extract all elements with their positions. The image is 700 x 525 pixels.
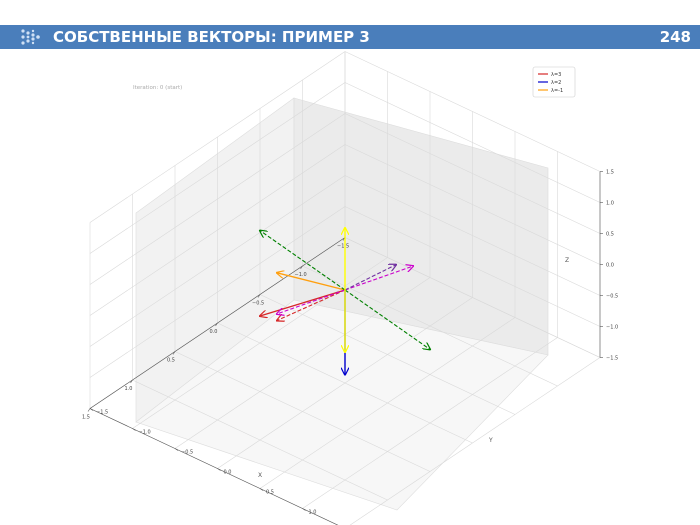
vector-arrow [344, 265, 396, 291]
x-tick [172, 351, 176, 355]
y-tick [217, 468, 221, 471]
vector-arrow [260, 231, 346, 291]
x-tick [130, 379, 133, 384]
z-axis-label: Z [565, 257, 569, 264]
vector-arrow [277, 273, 346, 291]
right-wall-grid-z [344, 82, 601, 203]
x-tick-label: 0.0 [210, 329, 218, 335]
vector-arrow [277, 289, 346, 321]
y-tick-label: 1.0 [309, 510, 317, 516]
y-tick-label: −0.5 [181, 450, 193, 456]
x-tick [215, 322, 218, 327]
floor-grid-y [349, 357, 601, 525]
y-tick [89, 408, 94, 411]
z-tick-label: −1.5 [606, 356, 618, 362]
z-tick-label: −1.0 [606, 325, 618, 331]
right-wall-grid-z [344, 51, 601, 172]
y-tick-label: −1.0 [139, 430, 151, 436]
legend-label: λ=3 [551, 72, 561, 78]
vector-arrow [277, 289, 346, 314]
x-tick-label: −0.5 [252, 301, 264, 307]
x-tick-label: −1.0 [295, 272, 307, 278]
vector-arrow [344, 266, 413, 291]
z-tick-label: 0.5 [606, 232, 614, 238]
slide-title: СОБСТВЕННЫЕ ВЕКТОРЫ: ПРИМЕР 3 [53, 28, 370, 46]
dots-chevron-icon [21, 29, 40, 45]
legend-label: λ=-1 [551, 88, 563, 94]
left-wall-grid-z [89, 51, 346, 223]
y-tick [259, 488, 264, 491]
y-tick-label: 0.0 [224, 470, 232, 476]
x-tick-label: 1.0 [125, 386, 133, 392]
y-tick-label: −1.5 [96, 410, 108, 416]
vectors [260, 228, 430, 375]
y-axis-label: Y [488, 437, 493, 444]
floor-grid-y [302, 337, 558, 509]
legend-label: λ=2 [551, 80, 561, 86]
left-wall-grid-z [89, 82, 346, 254]
x-tick-label: 0.5 [167, 358, 175, 364]
x-axis-label: X [258, 472, 262, 479]
x-tick [87, 408, 91, 412]
z-tick-label: 1.0 [606, 201, 614, 207]
z-tick-label: −0.5 [606, 294, 618, 300]
y-tick [174, 448, 179, 451]
slide-header: СОБСТВЕННЫЕ ВЕКТОРЫ: ПРИМЕР 3 248 [0, 25, 700, 49]
x-tick [300, 265, 303, 270]
x-tick-label: 1.5 [82, 415, 90, 421]
y-tick-label: 0.5 [266, 490, 274, 496]
axes: −1.5 −1.0 −0.5 0.0 0.5 1.0 1.5 −1.5 −1.0 −0.5 0.0 0… [82, 170, 618, 525]
z-tick-label: 0.0 [606, 263, 614, 269]
vector-arrow [260, 289, 346, 316]
y-tick [132, 428, 136, 431]
vector-arrow [344, 289, 430, 349]
z-tick-label: 1.5 [606, 170, 614, 176]
x-tick [257, 294, 261, 298]
floor-pane [135, 299, 549, 511]
iteration-annotation: Iteration: 0 (start) [133, 85, 182, 91]
y-tick [302, 508, 306, 511]
legend: λ=3 λ=2 λ=-1 [532, 66, 576, 98]
x-tick-label: −1.5 [337, 244, 349, 250]
page-number: 248 [659, 28, 691, 46]
